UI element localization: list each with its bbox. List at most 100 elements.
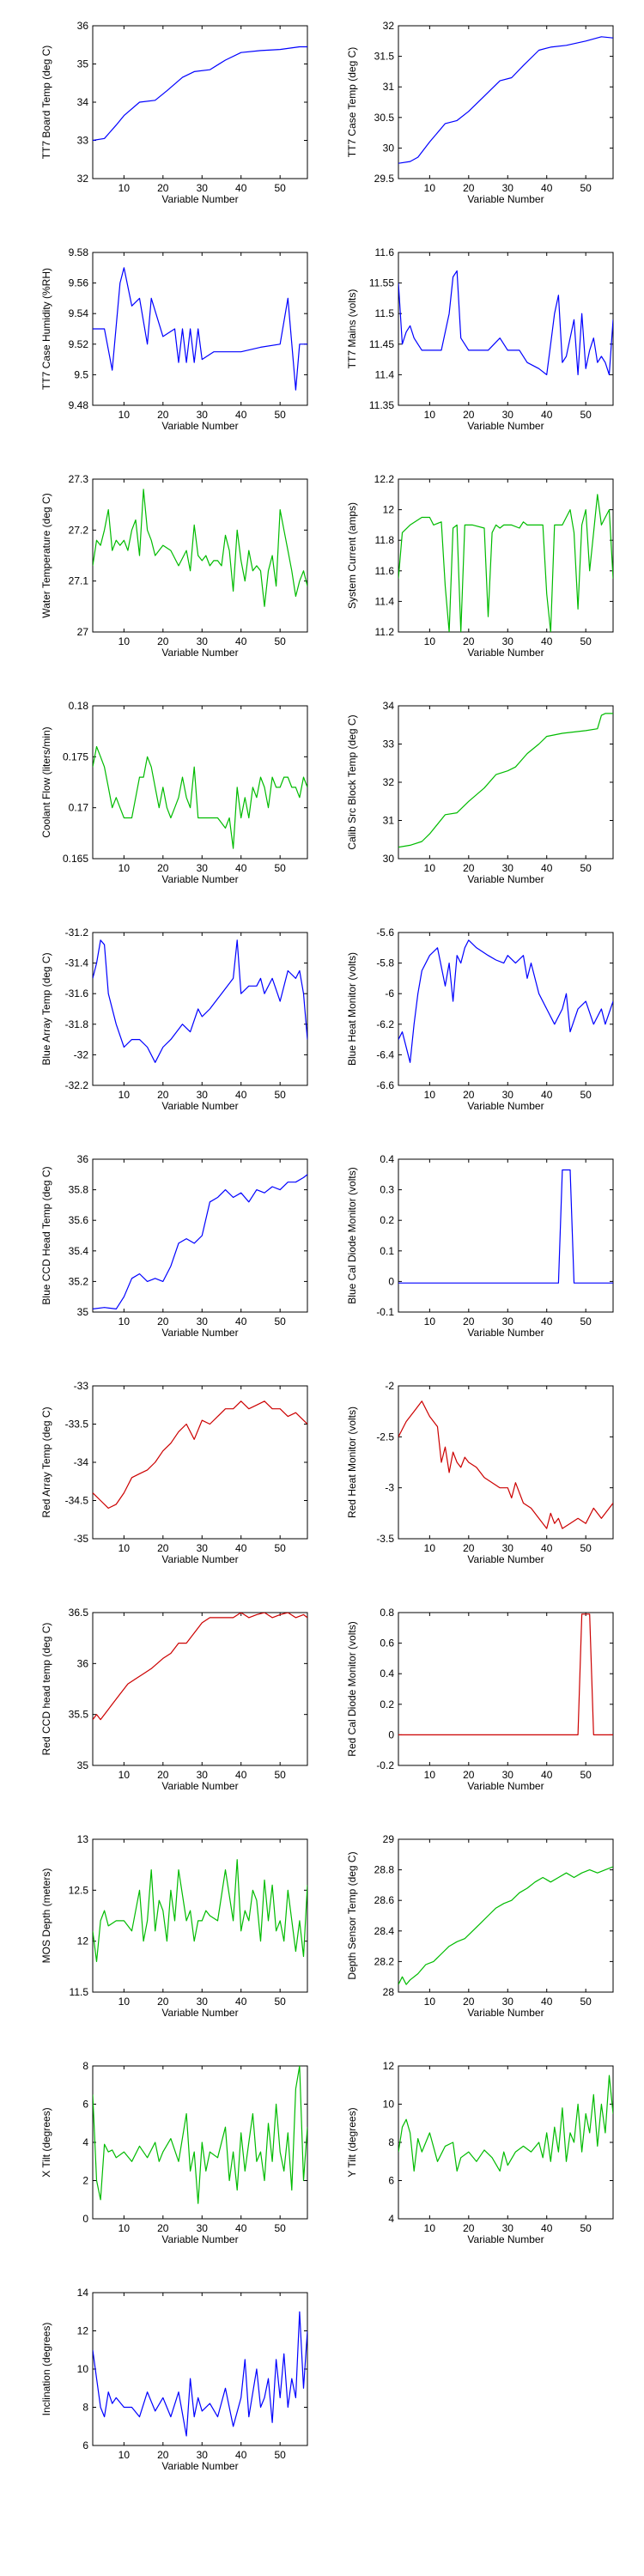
x-tick-label: 30 bbox=[502, 2222, 514, 2234]
y-tick-label: 11.5 bbox=[70, 1986, 89, 1998]
x-axis-label: Variable Number bbox=[467, 420, 544, 432]
chart-p18: 28 28.2 28.4 28.6 28.8 29 10 20 30 40 50 Variable N… bbox=[346, 1833, 614, 2019]
x-axis-label: Variable Number bbox=[467, 1553, 544, 1565]
x-tick-label: 30 bbox=[197, 1996, 209, 2008]
x-tick-label: 40 bbox=[235, 1769, 247, 1781]
x-axis-label: Variable Number bbox=[161, 1327, 238, 1339]
x-axis-label: Variable Number bbox=[467, 193, 544, 205]
y-tick-label: 35 bbox=[77, 1306, 89, 1318]
x-axis-label: Variable Number bbox=[161, 1553, 238, 1565]
y-tick-label: 4 bbox=[388, 2213, 394, 2225]
y-tick-label: 32 bbox=[383, 776, 395, 788]
x-axis-label: Variable Number bbox=[161, 1780, 238, 1792]
y-tick-label: -31.2 bbox=[65, 927, 89, 939]
y-tick-label: 12.2 bbox=[374, 473, 395, 485]
x-tick-label: 40 bbox=[235, 1996, 247, 2008]
y-axis-label: TT7 Case Temp (deg C) bbox=[346, 47, 358, 158]
y-tick-label: 0 bbox=[388, 1275, 394, 1287]
plot-frame bbox=[92, 2065, 308, 2220]
x-tick-label: 40 bbox=[541, 1089, 553, 1101]
x-tick-label: 40 bbox=[541, 409, 553, 421]
x-tick-label: 30 bbox=[502, 409, 514, 421]
x-tick-label: 40 bbox=[541, 182, 553, 194]
y-axis-label: System Current (amps) bbox=[346, 502, 358, 609]
plot-frame bbox=[398, 1838, 614, 1993]
y-tick-label: 27.2 bbox=[69, 524, 89, 536]
y-tick-label: -34.5 bbox=[65, 1495, 89, 1507]
y-axis-label: Red Cal Diode Monitor (volts) bbox=[346, 1621, 358, 1756]
series-line bbox=[398, 36, 613, 164]
x-tick-label: 30 bbox=[502, 862, 514, 874]
y-axis-label: TT7 Case Humidity (%RH) bbox=[40, 268, 52, 390]
x-tick-label: 20 bbox=[463, 862, 475, 874]
x-tick-label: 50 bbox=[275, 862, 287, 874]
y-axis-label: Red CCD head temp (deg C) bbox=[40, 1623, 52, 1756]
x-tick-label: 40 bbox=[235, 862, 247, 874]
x-tick-label: 40 bbox=[541, 1542, 553, 1554]
x-tick-label: 10 bbox=[424, 1089, 436, 1101]
y-axis-label: Calib Src Block Temp (deg C) bbox=[346, 714, 358, 849]
y-tick-label: 35.8 bbox=[69, 1184, 89, 1196]
y-tick-label: 4 bbox=[82, 2136, 88, 2148]
chart-p15: 35 35.5 36 36.5 10 20 30 40 50 Variable Number Red… bbox=[40, 1607, 308, 1792]
x-tick-label: 20 bbox=[157, 1769, 169, 1781]
series-line bbox=[398, 494, 613, 632]
x-tick-label: 50 bbox=[275, 635, 287, 647]
y-tick-label: 35.5 bbox=[69, 1709, 89, 1721]
y-tick-label: 9.56 bbox=[69, 277, 89, 289]
x-axis-label: Variable Number bbox=[467, 2233, 544, 2245]
chart-p2: 29.5 30 30.5 31 31.5 32 10 20 30 40 50 Variable Num… bbox=[346, 20, 614, 205]
chart-p17: 11.5 12 12.5 13 10 20 30 40 50 Variable Number MOS… bbox=[40, 1833, 308, 2019]
x-axis-label: Variable Number bbox=[467, 1780, 544, 1792]
y-tick-label: -31.6 bbox=[65, 987, 89, 999]
x-tick-label: 50 bbox=[580, 1089, 592, 1101]
chart-p21: 6 8 10 12 14 10 20 30 40 50 Variable Number Inclina… bbox=[40, 2287, 308, 2472]
x-tick-label: 10 bbox=[424, 409, 436, 421]
y-tick-label: 9.5 bbox=[74, 368, 88, 380]
y-axis-label: Depth Sensor Temp (deg C) bbox=[346, 1851, 358, 1979]
chart-p12: -0.1 0 0.1 0.2 0.3 0.4 10 20 30 40 50 Variable Numb… bbox=[346, 1153, 614, 1339]
x-tick-label: 10 bbox=[424, 2222, 436, 2234]
chart-p16: -0.2 0 0.2 0.4 0.6 0.8 10 20 30 40 50 Variable Numb… bbox=[346, 1607, 614, 1792]
chart-p14: -3.5 -3 -2.5 -2 10 20 30 40 50 Variable Number Red… bbox=[346, 1380, 614, 1565]
x-tick-label: 10 bbox=[424, 635, 436, 647]
series-line bbox=[398, 270, 613, 375]
x-tick-label: 50 bbox=[275, 1996, 287, 2008]
x-tick-label: 40 bbox=[235, 1315, 247, 1327]
y-tick-label: 34 bbox=[383, 700, 395, 712]
x-tick-label: 20 bbox=[157, 409, 169, 421]
x-tick-label: 30 bbox=[502, 1996, 514, 2008]
x-tick-label: 10 bbox=[424, 182, 436, 194]
y-tick-label: 36 bbox=[77, 1153, 89, 1165]
x-tick-label: 50 bbox=[275, 2222, 287, 2234]
x-tick-label: 50 bbox=[580, 2222, 592, 2234]
y-tick-label: -0.2 bbox=[376, 1759, 394, 1771]
x-tick-label: 50 bbox=[275, 1542, 287, 1554]
y-axis-label: TT7 Board Temp (deg C) bbox=[40, 46, 52, 160]
y-tick-label: 9.52 bbox=[69, 338, 89, 350]
y-tick-label: 11.35 bbox=[369, 399, 394, 411]
y-tick-label: 0.6 bbox=[380, 1637, 394, 1649]
series-line bbox=[398, 1866, 613, 1985]
x-tick-label: 40 bbox=[541, 1315, 553, 1327]
y-tick-label: 31.5 bbox=[374, 51, 395, 63]
y-tick-label: 0.165 bbox=[63, 853, 88, 865]
x-tick-label: 30 bbox=[502, 1542, 514, 1554]
x-axis-label: Variable Number bbox=[467, 873, 544, 885]
y-tick-label: 35.4 bbox=[69, 1245, 89, 1257]
x-tick-label: 50 bbox=[580, 635, 592, 647]
plot-frame bbox=[92, 1158, 308, 1313]
y-tick-label: 12 bbox=[77, 1935, 89, 1947]
x-tick-label: 40 bbox=[541, 862, 553, 874]
y-axis-label: Blue CCD Head Temp (deg C) bbox=[40, 1166, 52, 1304]
series-line bbox=[398, 1169, 613, 1284]
y-tick-label: 8 bbox=[82, 2060, 88, 2072]
x-tick-label: 50 bbox=[580, 1996, 592, 2008]
x-tick-label: 50 bbox=[580, 1769, 592, 1781]
x-tick-label: 50 bbox=[275, 1769, 287, 1781]
y-tick-label: -35 bbox=[74, 1533, 89, 1545]
y-tick-label: -2 bbox=[385, 1380, 394, 1392]
y-tick-label: 12 bbox=[383, 2060, 395, 2072]
y-tick-label: 12 bbox=[383, 504, 395, 516]
x-tick-label: 50 bbox=[580, 182, 592, 194]
